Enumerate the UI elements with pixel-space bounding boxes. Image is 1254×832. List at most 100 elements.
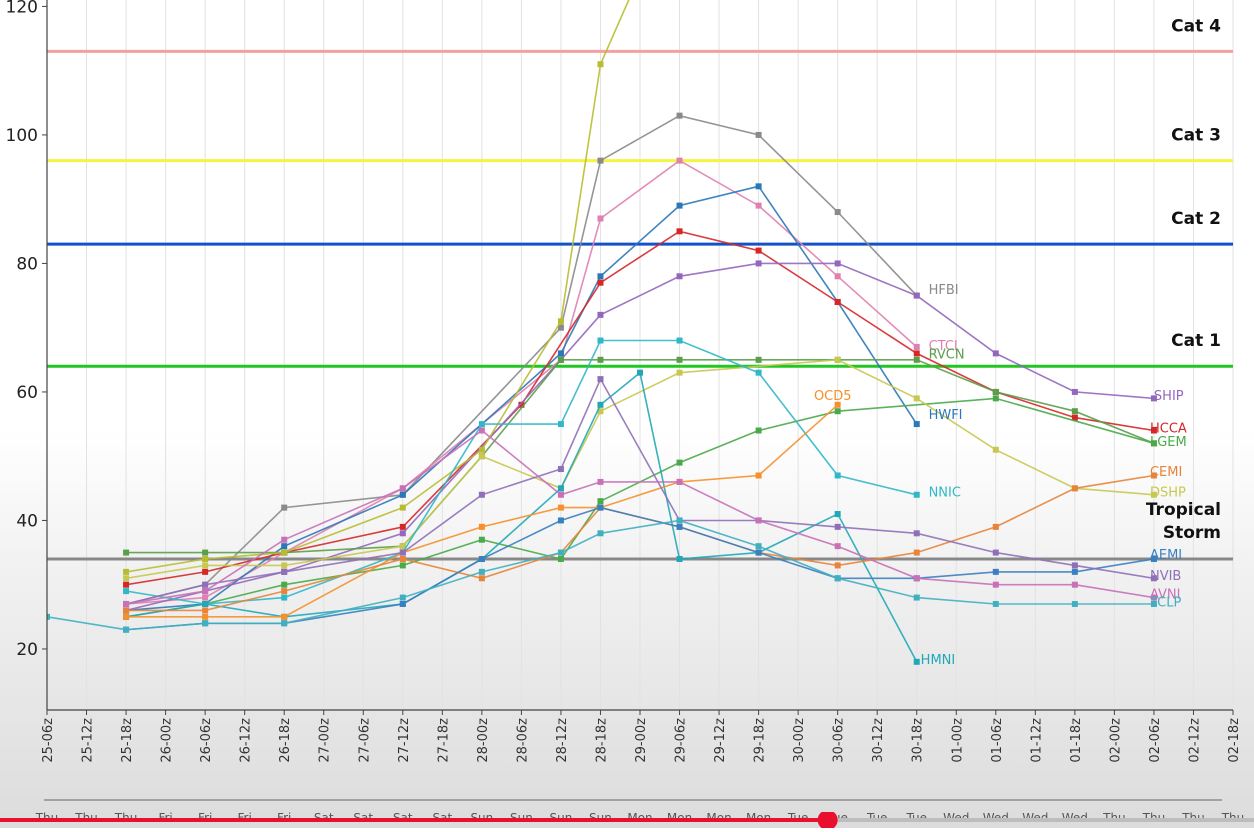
- x-tick-label: 27-18z: [436, 718, 451, 763]
- threshold-label: Cat 1: [1171, 331, 1221, 351]
- data-point-avni: [755, 517, 762, 524]
- y-tick-label: 80: [16, 254, 38, 274]
- data-point-tclp: [478, 568, 485, 575]
- data-point-ofcl: [597, 61, 604, 68]
- y-tick-label: 40: [16, 511, 38, 531]
- data-point-hwfi: [755, 183, 762, 190]
- data-point-ship: [676, 273, 683, 280]
- data-point-ofcl: [478, 446, 485, 453]
- data-point-lgem: [1150, 440, 1157, 447]
- video-progress-bar[interactable]: [0, 810, 1254, 830]
- data-point-lgem: [597, 498, 604, 505]
- progress-played: [0, 818, 828, 822]
- data-point-tclp: [1150, 600, 1157, 607]
- progress-scrubber-handle[interactable]: [817, 810, 838, 830]
- data-point-dshp: [597, 408, 604, 415]
- x-tick-label: 25-06z: [41, 718, 56, 763]
- x-tick-label: 27-12z: [397, 718, 412, 763]
- data-point-lgem: [478, 536, 485, 543]
- data-point-hcca: [1071, 414, 1078, 421]
- data-point-nnic: [755, 369, 762, 376]
- x-tick-label: 28-18z: [594, 718, 609, 763]
- data-point-nnic: [676, 337, 683, 344]
- threshold-lines: Cat 4 Cat 3 Cat 2 Cat 1 Tropical Storm: [47, 16, 1233, 561]
- x-tick-label: 30-18z: [911, 718, 926, 763]
- threshold-label: Cat 4: [1171, 16, 1221, 36]
- x-tick-label: 25-12z: [81, 718, 96, 763]
- series-line-rvcn: [126, 358, 1155, 554]
- data-point-tclp: [123, 626, 130, 633]
- data-point-hwfi: [676, 202, 683, 209]
- data-point-hwfi: [399, 491, 406, 498]
- model-label-ctci: CTCI: [929, 339, 958, 354]
- data-point-hcca: [399, 523, 406, 530]
- data-point-nvib: [1071, 562, 1078, 569]
- data-point-nnic: [281, 594, 288, 601]
- data-point-hfbi: [281, 504, 288, 511]
- data-point-lgem: [676, 459, 683, 466]
- data-point-tclp: [834, 575, 841, 582]
- data-point-avni: [202, 588, 209, 595]
- data-point-dshp: [992, 446, 999, 453]
- data-point-ctci: [597, 215, 604, 222]
- x-tick-label: 01-18z: [1069, 718, 1084, 763]
- data-point-rvcn: [755, 356, 762, 363]
- data-point-dshp: [676, 369, 683, 376]
- series-line-ocd5: [126, 404, 839, 618]
- data-point-aemi: [557, 517, 564, 524]
- data-point-tclp: [1071, 600, 1078, 607]
- data-point-ofcl: [281, 549, 288, 556]
- data-point-tclp: [755, 543, 762, 550]
- x-tick-label: 29-18z: [753, 718, 768, 763]
- data-point-aemi: [478, 556, 485, 563]
- data-point-aemi: [597, 504, 604, 511]
- data-point-cemi: [123, 607, 130, 614]
- model-series: [47, 0, 1157, 665]
- data-point-hcca: [518, 401, 525, 408]
- data-point-hwfi: [597, 273, 604, 280]
- data-point-hmni: [676, 556, 683, 563]
- data-point-nvib: [834, 523, 841, 530]
- data-point-tclp: [281, 620, 288, 627]
- data-point-rvcn: [913, 356, 920, 363]
- x-tick-label: 02-00z: [1108, 718, 1123, 763]
- model-label-hmni: HMNI: [921, 653, 956, 668]
- data-point-nnic: [834, 472, 841, 479]
- data-point-ctci: [913, 343, 920, 350]
- data-point-cemi: [1150, 472, 1157, 479]
- data-point-aemi: [992, 568, 999, 575]
- data-point-rvcn: [597, 356, 604, 363]
- data-point-ofcl: [557, 318, 564, 325]
- data-point-rvcn: [557, 356, 564, 363]
- x-tick-label: 02-12z: [1187, 718, 1202, 763]
- data-point-cemi: [478, 575, 485, 582]
- data-point-nvib: [478, 491, 485, 498]
- data-point-dshp: [202, 562, 209, 569]
- x-tick-label: 26-12z: [239, 718, 254, 763]
- threshold-label: Cat 2: [1171, 209, 1221, 229]
- data-point-hfbi: [557, 324, 564, 331]
- model-label-ship: SHIP: [1154, 389, 1184, 404]
- data-point-ship: [913, 292, 920, 299]
- data-point-hcca: [913, 350, 920, 357]
- data-point-ofcl: [123, 568, 130, 575]
- series-line-nvib: [125, 377, 1155, 605]
- x-tick-label: 27-06z: [357, 718, 372, 763]
- data-point-nvib: [399, 549, 406, 556]
- data-point-aemi: [755, 549, 762, 556]
- model-label-lgem: LGEM: [1150, 435, 1187, 450]
- data-point-tclp: [913, 594, 920, 601]
- x-tick-label: 28-12z: [555, 718, 570, 763]
- data-point-avni: [478, 427, 485, 434]
- data-point-dshp: [913, 395, 920, 402]
- x-tick-label: 29-12z: [713, 718, 728, 763]
- series-line-hwfi: [126, 185, 918, 612]
- x-tick-label: 02-06z: [1148, 718, 1163, 763]
- x-tick-label: 26-00z: [160, 718, 175, 763]
- data-point-hcca: [755, 247, 762, 254]
- data-point-dshp: [478, 453, 485, 460]
- data-point-dshp: [834, 356, 841, 363]
- data-point-nvib: [202, 581, 209, 588]
- model-label-nnic: NNIC: [929, 486, 961, 501]
- data-point-nnic: [478, 421, 485, 428]
